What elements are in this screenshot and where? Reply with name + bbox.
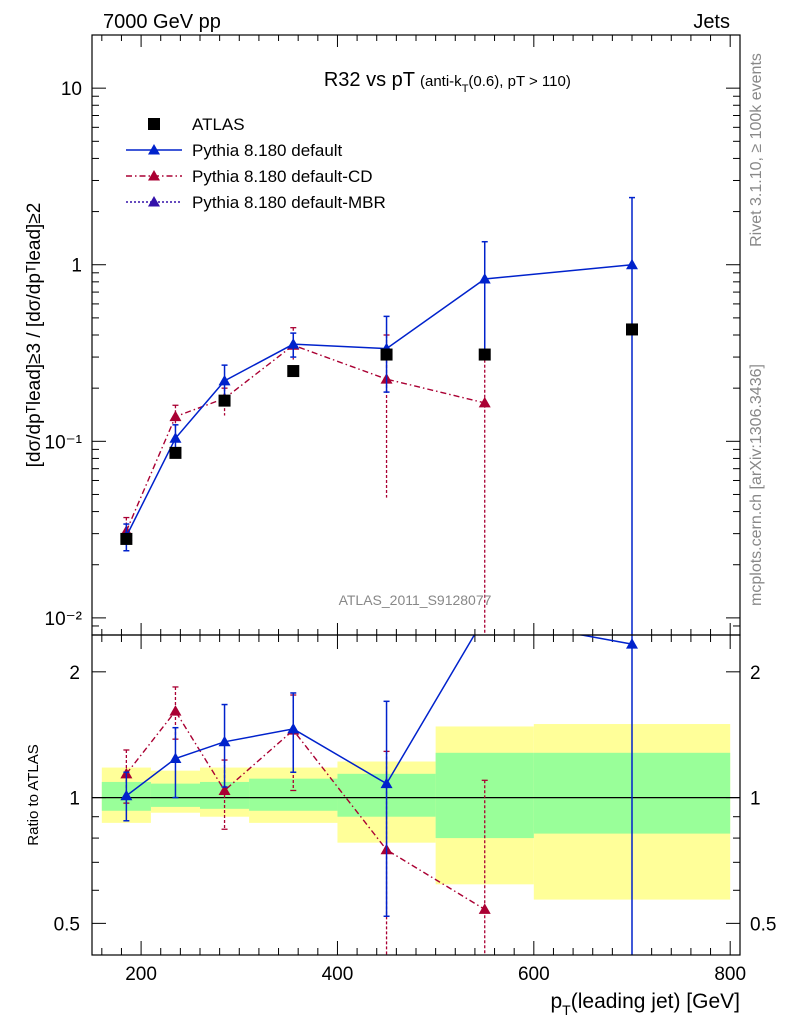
- ratio-point-default: [626, 638, 638, 649]
- series-line-default: [125, 263, 633, 537]
- ratio-point-cd: [478, 903, 491, 914]
- ratio-panel: 2 2 1 1 0.5 0.5 200 400 600 800 Ratio to ATLAS pT…: [25, 634, 776, 1018]
- chart-title-sub-b: (0.6), pT > 110): [468, 73, 570, 90]
- ratio-y-axis-label: Ratio to ATLAS: [25, 744, 42, 845]
- ratio-y-tick-label: 2: [69, 663, 80, 684]
- legend-marker-cd: [148, 170, 160, 181]
- rivet-label: Rivet 3.1.10, ≥ 100k events: [748, 53, 765, 247]
- main-y-tick-label: 10⁻²: [45, 609, 83, 630]
- ratio-point-default: [169, 752, 182, 764]
- ratio-y-tick-label: 0.5: [54, 914, 80, 935]
- x-axis-label: pT(leading jet) [GeV]: [550, 990, 740, 1018]
- chart-title-sub: (anti-kT(0.6), pT > 110): [420, 73, 571, 95]
- point-cd: [169, 410, 182, 422]
- chart-title-sub-a: (anti-k: [420, 73, 462, 90]
- legend-label-cd: Pythia 8.180 default-CD: [192, 167, 373, 186]
- legend-marker-default: [148, 144, 160, 155]
- main-panel: 10 1 10⁻¹ 10⁻² R32 vs pT (anti-kT(0.6), pT …: [24, 34, 741, 636]
- point-atlas: [120, 532, 133, 545]
- legend-label-mbr: Pythia 8.180 default-MBR: [192, 193, 386, 212]
- main-y-tick-label: 10⁻¹: [45, 432, 83, 453]
- main-y-tick-label: 1: [71, 256, 82, 277]
- ratio-y-tick-label-right: 1: [750, 789, 761, 810]
- point-default: [218, 374, 231, 386]
- point-atlas: [218, 394, 231, 407]
- point-default: [169, 432, 182, 443]
- point-default: [626, 258, 638, 270]
- ratio-frame: [91, 634, 741, 956]
- main-frame: [91, 34, 741, 636]
- point-atlas: [287, 365, 300, 378]
- header-process: Jets: [693, 11, 730, 33]
- ratio-point-default: [218, 735, 231, 747]
- main-y-axis-label: [dσ/dpᵀlead]≥3 / [dσ/dpᵀlead]≥2: [24, 203, 45, 468]
- main-y-tick-label: 10: [61, 79, 82, 100]
- x-axis-label-rest: (leading jet) [GeV]: [571, 990, 740, 1013]
- point-atlas: [169, 446, 182, 459]
- legend-label-default: Pythia 8.180 default: [192, 141, 343, 160]
- ratio-y-tick-label-right: 2: [750, 663, 761, 684]
- analysis-watermark: ATLAS_2011_S9128077: [339, 592, 492, 608]
- x-axis-label-p: p: [550, 990, 562, 1013]
- x-tick-label: 600: [518, 964, 550, 985]
- x-tick-label: 800: [714, 964, 746, 985]
- chart-title-sub-index: T: [462, 83, 469, 95]
- point-default: [478, 273, 491, 284]
- ratio-point-cd: [169, 705, 182, 716]
- ratio-point-default: [380, 777, 393, 789]
- x-axis-label-sub: T: [562, 1002, 571, 1018]
- point-atlas: [626, 323, 638, 336]
- ratio-point-default: [287, 722, 300, 734]
- uncertainty-band-inner: [249, 778, 338, 811]
- ratio-line-cd: [125, 709, 486, 910]
- legend-marker-mbr: [148, 196, 160, 207]
- mcplots-label: mcplots.cern.ch [arXiv:1306.3436]: [748, 364, 765, 606]
- series-line-cd: [125, 344, 485, 532]
- ratio-point-cd: [218, 784, 231, 795]
- point-atlas: [380, 348, 393, 361]
- header-energy: 7000 GeV pp: [103, 11, 221, 33]
- legend-marker-atlas: [148, 118, 160, 130]
- point-cd: [478, 396, 491, 408]
- chart-title: R32 vs pT: [324, 69, 415, 91]
- legend: ATLAS Pythia 8.180 default Pythia 8.180 de…: [126, 115, 386, 212]
- point-default: [287, 338, 300, 349]
- ratio-point-default: [120, 789, 133, 801]
- point-atlas: [478, 348, 491, 361]
- ratio-y-tick-label: 1: [69, 789, 80, 810]
- legend-label-atlas: ATLAS: [192, 115, 245, 134]
- ratio-y-tick-label-right: 0.5: [750, 914, 776, 935]
- x-tick-label: 400: [322, 964, 354, 985]
- x-tick-label: 200: [125, 964, 157, 985]
